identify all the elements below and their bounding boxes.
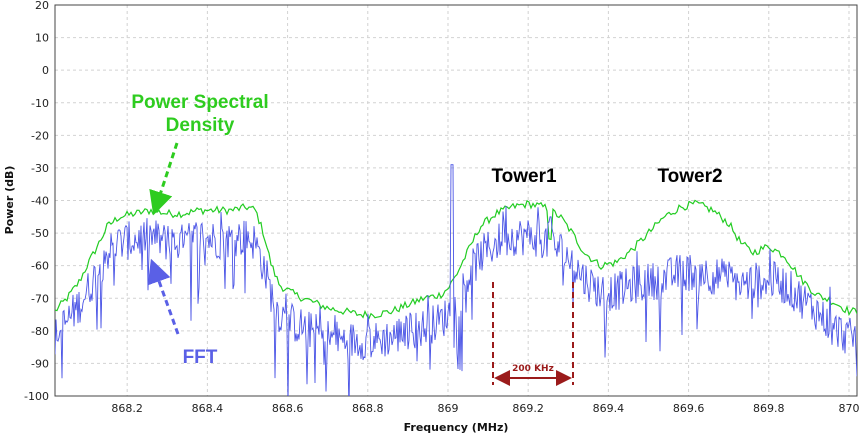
x-tick-label: 869.2: [512, 402, 544, 415]
y-tick-label: -30: [31, 162, 49, 175]
x-tick-label: 868.6: [272, 402, 304, 415]
y-tick-label: 10: [35, 32, 49, 45]
x-axis-title: Frequency (MHz): [404, 421, 509, 434]
x-tick-label: 869.8: [753, 402, 785, 415]
series-layer: [55, 164, 857, 396]
psd-label-line2: Density: [166, 115, 235, 136]
x-tick-label: 869: [437, 402, 458, 415]
psd-arrow: [149, 142, 179, 216]
x-tick-label: 868.8: [352, 402, 384, 415]
fft-arrow: [147, 258, 180, 335]
y-tick-label: -10: [31, 97, 49, 110]
y-tick-label: -70: [31, 292, 49, 305]
x-tick-label: 868.4: [192, 402, 224, 415]
x-tick-label: 868.2: [111, 402, 143, 415]
psd-label-line1: Power Spectral: [131, 92, 268, 113]
y-tick-label: -60: [31, 260, 49, 273]
x-tick-label: 869.6: [673, 402, 705, 415]
bandwidth-label: 200 KHz: [512, 364, 554, 374]
y-tick-label: -50: [31, 227, 49, 240]
y-tick-label: 20: [35, 0, 49, 12]
series-psd-line: [55, 199, 857, 320]
x-tick-label: 870: [838, 402, 859, 415]
plot-frame: [54, 4, 858, 397]
y-tick-label: -40: [31, 195, 49, 208]
tick-labels: 20 10 0 -10 -20 -30 -40 -50 -60 -70 -80 -90 -100 868.…: [24, 0, 859, 415]
series-fft-line: [55, 164, 857, 396]
y-tick-label: -100: [24, 390, 49, 403]
tower2-label: Tower2: [657, 166, 722, 187]
y-tick-label: -20: [31, 129, 49, 142]
y-tick-label: -90: [31, 357, 49, 370]
x-tick-label: 869.4: [593, 402, 625, 415]
grid: [55, 4, 857, 397]
y-tick-label: -80: [31, 325, 49, 338]
y-axis-title: Power (dB): [3, 166, 16, 235]
y-tick-label: 0: [42, 64, 49, 77]
tower1-label: Tower1: [491, 166, 557, 187]
fft-label: FFT: [183, 347, 218, 368]
